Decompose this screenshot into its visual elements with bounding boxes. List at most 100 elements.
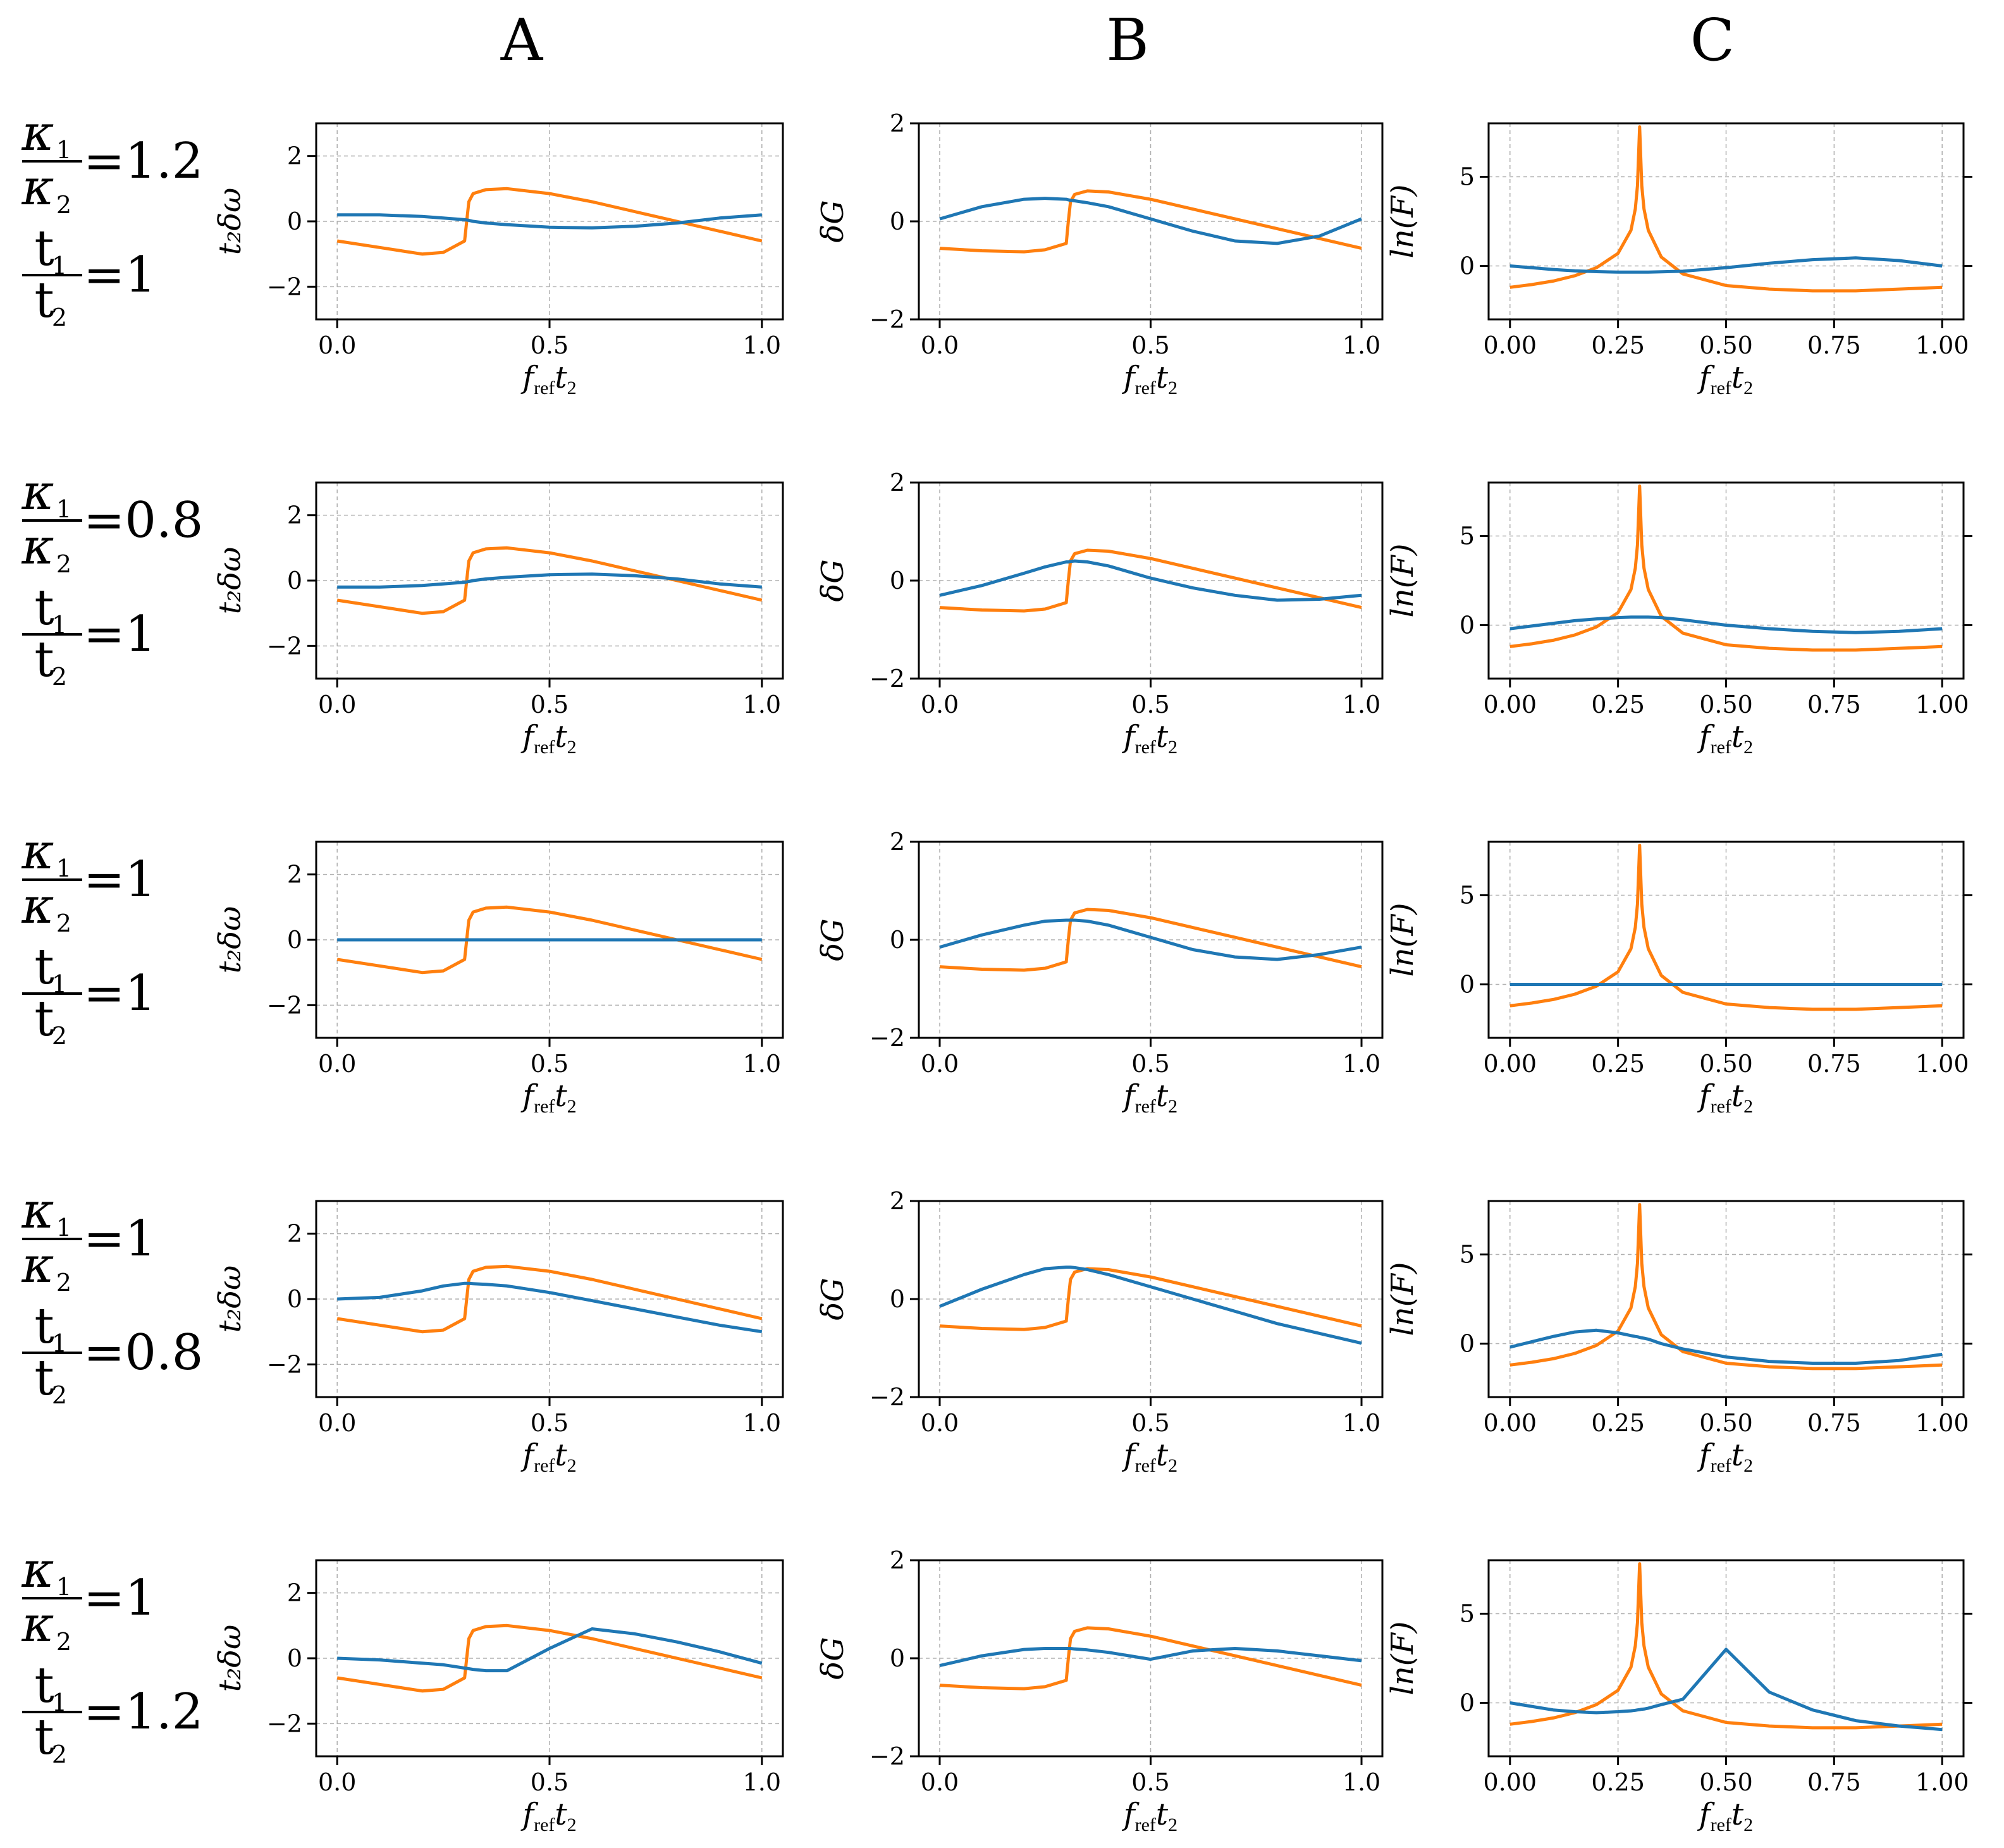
x-tick-label: 0.0 — [318, 691, 356, 718]
t-ratio-value: =1 — [83, 247, 156, 304]
panel-a-2: 0.0 0.5 1.0 −2 0 2 freft2 t₂δω — [212, 481, 784, 758]
y-tick-label: 5 — [1460, 1600, 1475, 1628]
y-tick-label: 0 — [1460, 611, 1475, 639]
y-tick-label: 2 — [890, 1187, 905, 1215]
x-tick-label: 0.00 — [1483, 1409, 1537, 1437]
series-blue-line — [337, 1627, 763, 1673]
t-numerator-subscript: 1 — [52, 1329, 67, 1357]
y-tick-label: 0 — [287, 207, 302, 235]
x-tick-label: 0.50 — [1699, 331, 1753, 359]
series-orange-line — [939, 548, 1362, 613]
y-tick-label: 0 — [1460, 252, 1475, 280]
series-orange-line — [336, 1623, 763, 1693]
x-tick-label: 0.0 — [921, 1409, 959, 1437]
t-numerator-subscript: 1 — [52, 970, 67, 998]
y-tick-label: 0 — [890, 207, 905, 235]
y-tick-label: 2 — [890, 469, 905, 496]
x-tick-label: 0.5 — [1131, 1409, 1169, 1437]
panel-a-1: 0.0 0.5 1.0 −2 0 2 freft2 t₂δω — [212, 122, 784, 398]
x-tick-label: 0.5 — [531, 1768, 569, 1796]
x-tick-label: 0.5 — [1131, 1768, 1169, 1796]
x-tick-label: 1.0 — [743, 1768, 781, 1796]
column-heading-b: B — [1106, 6, 1149, 74]
series-orange-line — [336, 187, 763, 256]
x-tick-label: 0.50 — [1699, 1050, 1753, 1078]
series-blue-line — [1509, 256, 1943, 274]
y-tick-label: 5 — [1460, 522, 1475, 550]
series-orange-line — [336, 546, 763, 615]
x-tick-label: 0.0 — [921, 1050, 959, 1078]
y-tick-label: −2 — [267, 273, 302, 300]
t-denominator-subscript: 2 — [52, 1022, 67, 1050]
t-numerator: t — [34, 939, 54, 995]
series-orange-line — [939, 908, 1362, 972]
y-tick-label: 0 — [890, 1644, 905, 1672]
y-tick-label: 0 — [287, 1644, 302, 1672]
y-tick-label: 2 — [287, 1220, 302, 1248]
kappa-denominator-subscript: 2 — [56, 191, 71, 219]
kappa-numerator-subscript: 1 — [56, 136, 71, 164]
series-orange-line — [336, 1264, 763, 1334]
y-tick-label: 5 — [1460, 1241, 1475, 1269]
series-blue-line — [939, 1266, 1362, 1345]
kappa-denominator: κ — [21, 159, 54, 216]
x-tick-label: 1.00 — [1915, 1768, 1969, 1796]
y-tick-label: −2 — [870, 1742, 905, 1770]
kappa-ratio-value: =1 — [83, 1570, 156, 1627]
y-tick-label: 5 — [1460, 882, 1475, 909]
series-blue-line — [1509, 1328, 1943, 1365]
x-tick-label: 0.5 — [531, 1050, 569, 1078]
x-tick-label: 0.50 — [1699, 691, 1753, 718]
t-ratio-value: =1 — [83, 606, 156, 663]
x-tick-label: 0.75 — [1807, 1768, 1861, 1796]
y-axis-label: t₂δω — [212, 188, 248, 256]
y-tick-label: 0 — [890, 1285, 905, 1313]
series-orange-line — [939, 189, 1362, 254]
y-tick-label: 2 — [890, 1546, 905, 1574]
kappa-ratio-value: =1 — [83, 851, 156, 908]
y-axis-label: t₂δω — [212, 906, 248, 974]
x-tick-label: 0.0 — [318, 1768, 356, 1796]
t-numerator-subscript: 1 — [52, 611, 67, 639]
series-blue-line — [939, 1647, 1362, 1668]
series-orange-line — [336, 905, 763, 975]
y-tick-label: 0 — [890, 567, 905, 594]
kappa-numerator: κ — [21, 1183, 54, 1240]
t-numerator: t — [34, 1298, 54, 1355]
series-orange-line — [939, 1267, 1362, 1331]
y-tick-label: 0 — [1460, 1329, 1475, 1357]
x-tick-label: 1.00 — [1915, 691, 1969, 718]
y-axis-label: ln(F) — [1385, 902, 1420, 976]
x-tick-label: 0.0 — [921, 691, 959, 718]
series-blue-line — [337, 572, 762, 589]
column-heading-a: A — [500, 6, 544, 74]
y-axis-label: ln(F) — [1385, 543, 1420, 617]
y-tick-label: −2 — [267, 991, 302, 1019]
x-tick-label: 1.0 — [743, 1050, 781, 1078]
y-tick-label: −2 — [267, 1709, 302, 1737]
t-denominator: t — [34, 990, 54, 1047]
panel-b-3: 0.0 0.5 1.0 −2 0 2 freft2 δG — [815, 828, 1384, 1117]
t-denominator-subscript: 2 — [52, 1381, 67, 1409]
y-tick-label: 0 — [890, 926, 905, 954]
x-tick-label: 0.5 — [531, 1409, 569, 1437]
t-numerator: t — [34, 220, 54, 277]
kappa-numerator-subscript: 1 — [56, 854, 71, 882]
x-tick-label: 0.25 — [1591, 1050, 1645, 1078]
x-tick-label: 1.0 — [1343, 1409, 1380, 1437]
y-tick-label: −2 — [870, 665, 905, 693]
x-tick-label: 1.0 — [1343, 1768, 1380, 1796]
series-blue-line — [337, 1281, 763, 1334]
kappa-denominator-subscript: 2 — [56, 550, 71, 578]
y-tick-label: −2 — [870, 305, 905, 333]
y-tick-label: 0 — [1460, 1689, 1475, 1716]
x-axis-label: freft2 — [520, 360, 576, 398]
kappa-numerator: κ — [21, 823, 54, 880]
kappa-numerator-subscript: 1 — [56, 1573, 71, 1601]
